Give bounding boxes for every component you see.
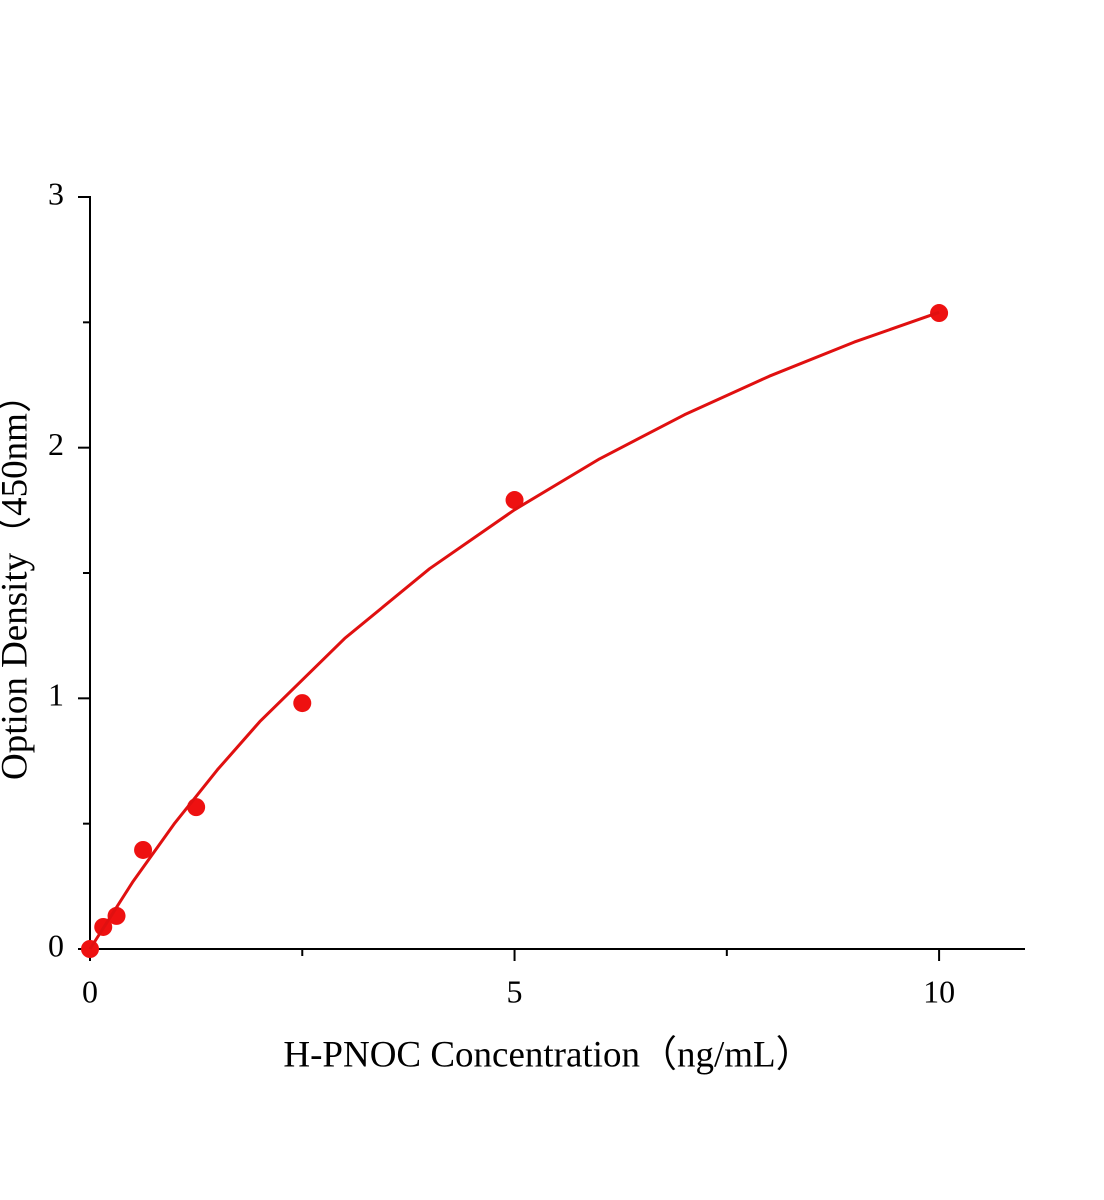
x-tick-label: 10 [923,973,955,1009]
data-point [134,840,153,859]
data-point [505,491,524,510]
data-point [293,694,312,713]
y-tick-label: 2 [48,426,64,462]
x-axis-title: H-PNOC Concentration（ng/mL） [283,1034,812,1075]
x-tick-label: 0 [82,973,98,1009]
y-tick-label: 1 [48,677,64,713]
y-tick-label: 0 [48,927,64,963]
y-axis-title: Option Density（450nm） [0,376,35,780]
data-point [107,906,126,925]
y-tick-label: 3 [48,175,64,211]
x-tick-label: 5 [507,973,523,1009]
fit-curve [88,310,940,950]
data-point [187,798,206,817]
